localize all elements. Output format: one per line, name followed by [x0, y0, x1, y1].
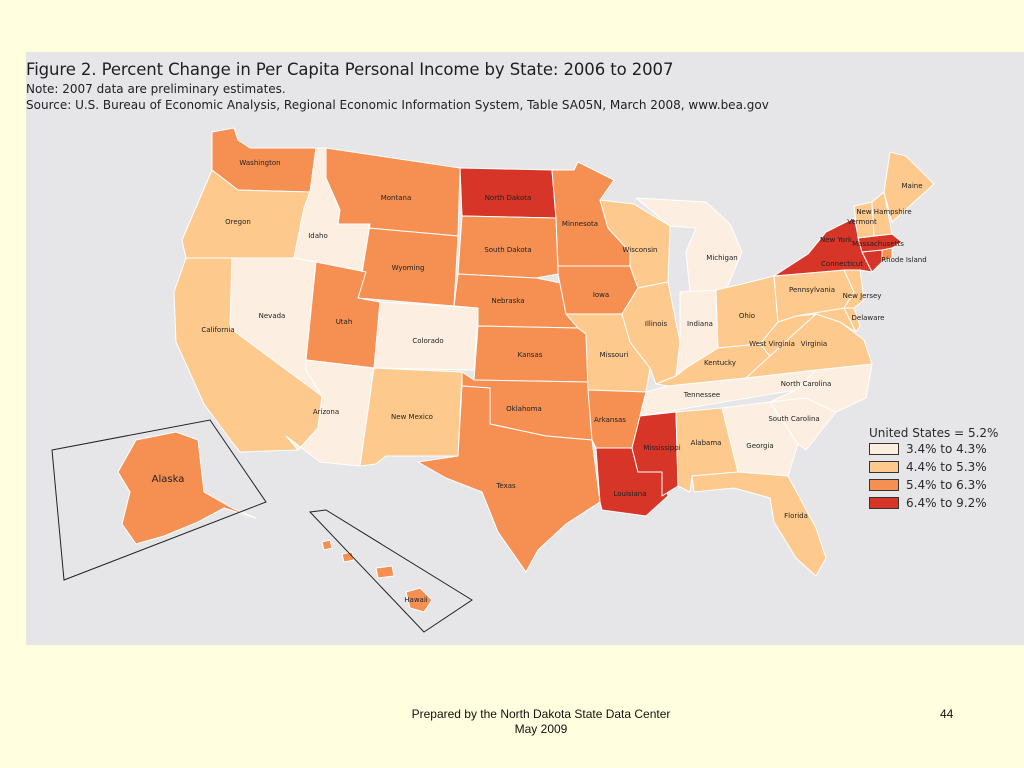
legend-swatch [869, 443, 899, 455]
label-pennsylvania: Pennsylvania [789, 286, 835, 294]
state-alaska [117, 431, 257, 545]
label-new-mexico: New Mexico [391, 413, 433, 421]
label-georgia: Georgia [746, 442, 773, 450]
legend-item: 4.4% to 5.3% [869, 460, 998, 476]
label-illinois: Illinois [645, 320, 668, 328]
label-indiana: Indiana [687, 320, 713, 328]
label-washington: Washington [239, 159, 280, 167]
footer-line-2: May 2009 [514, 722, 568, 736]
slide-footer: Prepared by the North Dakota State Data … [360, 707, 722, 737]
state-south-dakota [457, 215, 559, 279]
label-alaska: Alaska [152, 474, 185, 485]
footer-line-1: Prepared by the North Dakota State Data … [411, 707, 671, 721]
label-michigan: Michigan [706, 254, 737, 262]
us-choropleth-map: Washington Oregon California Idaho Nevad… [51, 127, 935, 633]
label-kentucky: Kentucky [704, 359, 736, 367]
label-vermont: Vermont [847, 218, 877, 226]
state-florida [691, 471, 827, 577]
label-rhode-island: Rhode Island [881, 256, 926, 264]
legend-swatch [869, 497, 899, 509]
label-massachusetts: Massachusetts [852, 240, 904, 248]
figure-source: Source: U.S. Bureau of Economic Analysis… [26, 98, 769, 112]
legend-item: 6.4% to 9.2% [869, 496, 998, 512]
label-tennessee: Tennessee [683, 391, 720, 399]
label-north-dakota: North Dakota [485, 194, 532, 202]
figure-note: Note: 2007 data are preliminary estimate… [26, 82, 286, 96]
state-texas [417, 385, 601, 573]
label-minnesota: Minnesota [562, 220, 598, 228]
label-nebraska: Nebraska [491, 297, 524, 305]
label-new-york: New York [820, 236, 853, 244]
hawaii-inset-frame [308, 509, 473, 633]
map-figure-panel: Figure 2. Percent Change in Per Capita P… [26, 52, 1024, 645]
legend-item: 5.4% to 6.3% [869, 478, 998, 494]
label-delaware: Delaware [852, 314, 885, 322]
label-arkansas: Arkansas [594, 416, 626, 424]
legend-item: 3.4% to 4.3% [869, 442, 998, 458]
alaska-inset-frame [51, 419, 267, 581]
label-iowa: Iowa [593, 291, 609, 299]
label-colorado: Colorado [412, 337, 443, 345]
label-south-dakota: South Dakota [484, 246, 531, 254]
state-colorado [373, 301, 479, 371]
label-hawaii: Hawaii [404, 596, 428, 604]
label-louisiana: Louisiana [613, 490, 646, 498]
label-mississippi: Mississippi [643, 444, 680, 452]
label-nevada: Nevada [259, 312, 286, 320]
label-virginia: Virginia [801, 340, 827, 348]
label-california: California [201, 326, 234, 334]
legend-title: United States = 5.2% [869, 426, 999, 440]
label-montana: Montana [381, 194, 412, 202]
state-north-dakota [459, 167, 557, 219]
label-maine: Maine [901, 182, 922, 190]
legend-label: 5.4% to 6.3% [906, 478, 987, 492]
label-missouri: Missouri [600, 351, 629, 359]
label-new-jersey: New Jersey [843, 292, 882, 300]
label-arizona: Arizona [313, 408, 339, 416]
label-oregon: Oregon [225, 218, 251, 226]
label-new-hampshire: New Hampshire [856, 208, 911, 216]
label-south-carolina: South Carolina [768, 415, 819, 423]
label-texas: Texas [495, 482, 516, 490]
state-new-hampshire [871, 191, 893, 237]
page-number: 44 [940, 707, 954, 721]
label-connecticut: Connecticut [821, 260, 863, 268]
legend-label: 6.4% to 9.2% [906, 496, 987, 510]
legend-label: 3.4% to 4.3% [906, 442, 987, 456]
state-maine [883, 151, 935, 223]
state-georgia [721, 401, 799, 477]
label-idaho: Idaho [308, 232, 328, 240]
label-ohio: Ohio [739, 312, 755, 320]
hawaii-island-kauai [321, 539, 333, 551]
label-florida: Florida [784, 512, 808, 520]
label-wyoming: Wyoming [392, 264, 425, 272]
legend-swatch [869, 461, 899, 473]
label-west-virginia: West Virginia [749, 340, 795, 348]
label-utah: Utah [336, 318, 353, 326]
label-kansas: Kansas [518, 351, 543, 359]
map-legend: United States = 5.2% 3.4% to 4.3% 4.4% t… [869, 426, 998, 512]
label-alabama: Alabama [691, 439, 722, 447]
hawaii-island-maui [375, 565, 395, 579]
label-north-carolina: North Carolina [781, 380, 832, 388]
legend-label: 4.4% to 5.3% [906, 460, 987, 474]
label-wisconsin: Wisconsin [623, 246, 658, 254]
label-oklahoma: Oklahoma [506, 405, 542, 413]
figure-title: Figure 2. Percent Change in Per Capita P… [26, 60, 674, 79]
legend-swatch [869, 479, 899, 491]
state-montana [325, 147, 461, 237]
state-hawaii [405, 587, 433, 613]
